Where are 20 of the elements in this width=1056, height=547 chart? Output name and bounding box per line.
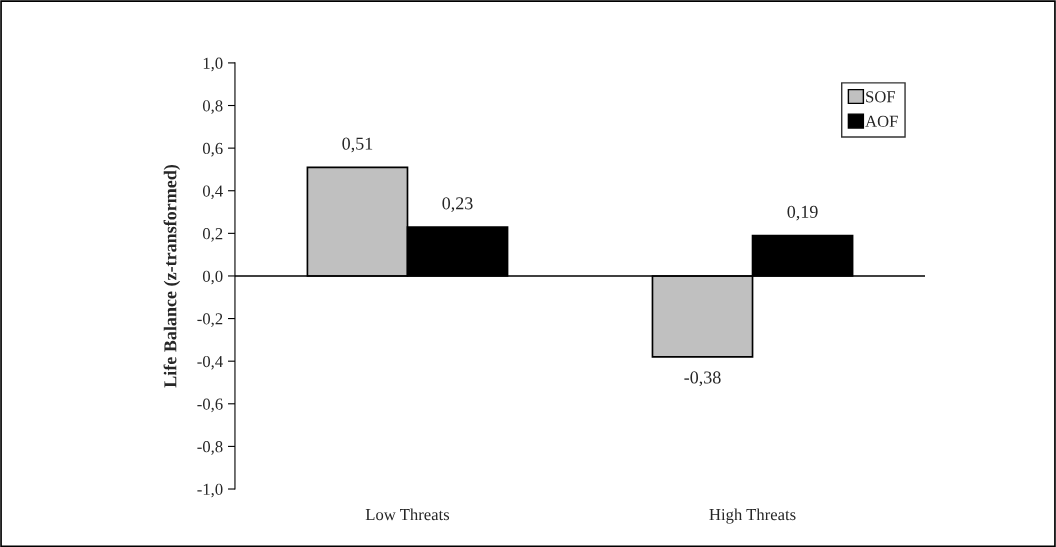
y-tick-label: -0,2 — [197, 313, 223, 327]
y-tick-label: 0,8 — [202, 100, 223, 114]
x-tick-label: Low Threats — [365, 508, 450, 521]
data-label: 0,51 — [342, 137, 373, 153]
y-tick-label: 0,2 — [202, 228, 223, 242]
data-label: 0,19 — [787, 205, 818, 221]
x-tick-label: High Threats — [709, 508, 796, 524]
y-tick-label: -0,8 — [197, 441, 223, 455]
legend-label: AOF — [865, 115, 898, 127]
data-label: -0,38 — [684, 371, 721, 387]
data-label: 0,23 — [442, 197, 473, 212]
y-axis-title: Life Balance (z-transformed) — [163, 164, 181, 388]
y-tick-label: 1,0 — [203, 57, 223, 72]
y-tick-label: 0,4 — [202, 185, 223, 200]
legend-label: SOF — [866, 91, 896, 103]
y-tick-label: -1,0 — [197, 483, 223, 498]
y-tick-label: -0,6 — [197, 398, 223, 413]
y-tick-label: 0,6 — [202, 142, 223, 157]
y-tick-label: -0,4 — [197, 355, 223, 370]
y-tick-label: 0,0 — [202, 270, 223, 285]
